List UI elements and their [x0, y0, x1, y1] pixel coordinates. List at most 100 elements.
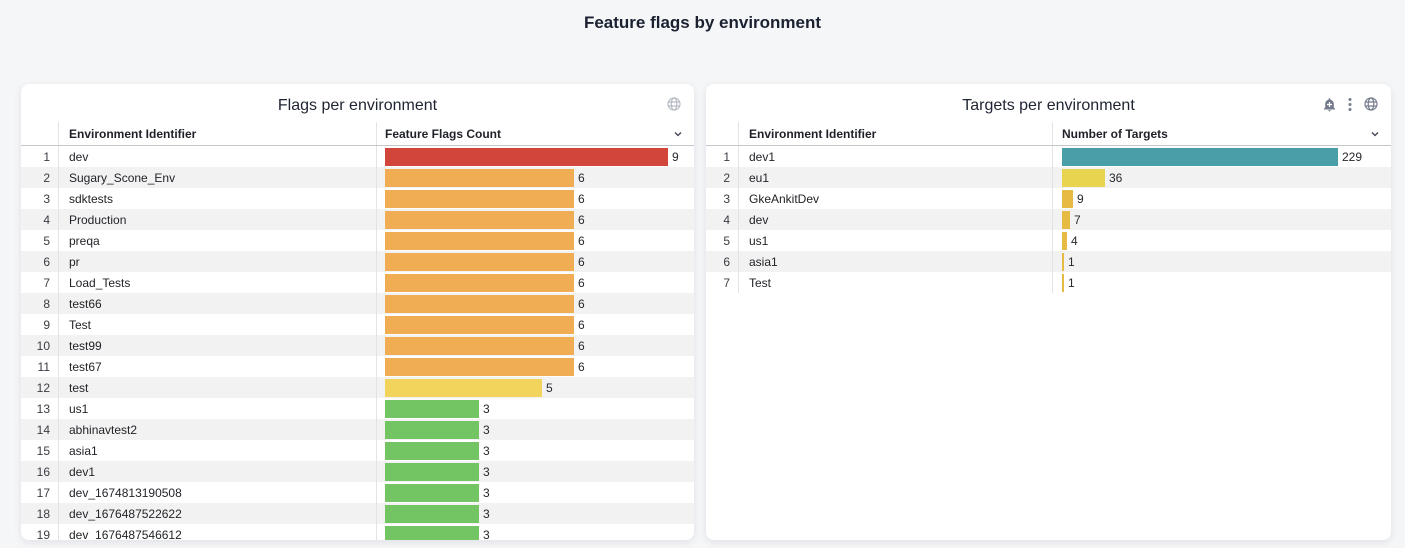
- table-row: 1 dev 9: [21, 146, 694, 167]
- environment-name: Test: [739, 272, 1053, 293]
- add-alert-icon[interactable]: [1322, 97, 1337, 112]
- column-header-environment-identifier[interactable]: Environment Identifier: [59, 122, 377, 145]
- value-bar: [1062, 147, 1338, 166]
- row-index: 10: [21, 335, 59, 356]
- column-header-feature-flags-count[interactable]: Feature Flags Count: [385, 126, 502, 141]
- table-row: 7 Load_Tests 6: [21, 272, 694, 293]
- environment-name: test66: [59, 293, 377, 314]
- value-label: 6: [578, 191, 585, 206]
- chevron-down-icon[interactable]: [672, 128, 684, 140]
- value-bar: [385, 273, 574, 292]
- value-label: 7: [1074, 212, 1081, 227]
- environment-name: dev1: [739, 146, 1053, 167]
- value-label: 3: [483, 464, 490, 479]
- kebab-menu-icon[interactable]: [1348, 97, 1352, 112]
- table-row: 6 pr 6: [21, 251, 694, 272]
- value-bar: [385, 210, 574, 229]
- row-index: 13: [21, 398, 59, 419]
- globe-icon[interactable]: [666, 96, 682, 112]
- table-row: 2 eu1 36: [706, 167, 1391, 188]
- table-row: 9 Test 6: [21, 314, 694, 335]
- environment-name: test99: [59, 335, 377, 356]
- row-index: 16: [21, 461, 59, 482]
- value-bar: [385, 252, 574, 271]
- table-row: 7 Test 1: [706, 272, 1391, 293]
- value-bar: [1062, 210, 1070, 229]
- column-header-environment-identifier[interactable]: Environment Identifier: [739, 122, 1053, 145]
- globe-icon[interactable]: [1363, 96, 1379, 112]
- value-bar: [385, 441, 479, 460]
- environment-name: dev_1674813190508: [59, 482, 377, 503]
- table-row: 2 Sugary_Scone_Env 6: [21, 167, 694, 188]
- value-label: 3: [483, 485, 490, 500]
- table-row: 13 us1 3: [21, 398, 694, 419]
- table-row: 19 dev_1676487546612 3: [21, 524, 694, 540]
- row-index: 12: [21, 377, 59, 398]
- table-row: 8 test66 6: [21, 293, 694, 314]
- value-label: 6: [578, 359, 585, 374]
- value-label: 36: [1109, 170, 1123, 185]
- row-index: 4: [706, 209, 739, 230]
- value-bar: [385, 420, 479, 439]
- row-number-column-header: [21, 122, 59, 145]
- value-bar: [1062, 168, 1105, 187]
- row-index: 2: [706, 167, 739, 188]
- value-label: 3: [483, 443, 490, 458]
- row-index: 9: [21, 314, 59, 335]
- environment-name: sdktests: [59, 188, 377, 209]
- panel-targets-per-environment: Targets per environment En: [706, 84, 1391, 540]
- table-row: 10 test99 6: [21, 335, 694, 356]
- table-row: 3 GkeAnkitDev 9: [706, 188, 1391, 209]
- value-label: 6: [578, 317, 585, 332]
- flags-table-body: 1 dev 9 2 Sugary_Scone_Env 6 3 sdktests …: [21, 146, 694, 540]
- row-index: 18: [21, 503, 59, 524]
- value-label: 5: [546, 380, 553, 395]
- table-row: 3 sdktests 6: [21, 188, 694, 209]
- table-row: 1 dev1 229: [706, 146, 1391, 167]
- row-index: 8: [21, 293, 59, 314]
- row-index: 3: [21, 188, 59, 209]
- value-bar: [385, 231, 574, 250]
- environment-name: pr: [59, 251, 377, 272]
- environment-name: us1: [59, 398, 377, 419]
- value-bar: [1062, 231, 1067, 250]
- row-index: 4: [21, 209, 59, 230]
- value-label: 6: [578, 296, 585, 311]
- row-index: 2: [21, 167, 59, 188]
- environment-name: asia1: [59, 440, 377, 461]
- chevron-down-icon[interactable]: [1369, 128, 1381, 140]
- value-bar: [1062, 252, 1064, 271]
- environment-name: Sugary_Scone_Env: [59, 167, 377, 188]
- value-bar: [385, 147, 668, 166]
- value-label: 6: [578, 254, 585, 269]
- value-bar: [385, 525, 479, 540]
- table-row: 14 abhinavtest2 3: [21, 419, 694, 440]
- value-bar: [385, 504, 479, 523]
- value-label: 6: [578, 233, 585, 248]
- value-label: 1: [1068, 275, 1075, 290]
- environment-name: test: [59, 377, 377, 398]
- value-label: 4: [1071, 233, 1078, 248]
- value-bar: [385, 315, 574, 334]
- value-label: 6: [578, 212, 585, 227]
- environment-name: dev1: [59, 461, 377, 482]
- row-index: 6: [706, 251, 739, 272]
- row-index: 7: [706, 272, 739, 293]
- value-label: 3: [483, 506, 490, 521]
- row-index: 3: [706, 188, 739, 209]
- panel-header: Flags per environment: [21, 84, 694, 122]
- value-bar: [385, 378, 542, 397]
- environment-name: us1: [739, 230, 1053, 251]
- value-bar: [1062, 189, 1073, 208]
- row-number-column-header: [706, 122, 739, 145]
- value-label: 3: [483, 422, 490, 437]
- targets-table: Environment Identifier Number of Targets…: [706, 122, 1391, 293]
- row-index: 6: [21, 251, 59, 272]
- value-bar: [385, 483, 479, 502]
- column-header-number-of-targets[interactable]: Number of Targets: [1062, 126, 1168, 141]
- table-row: 4 Production 6: [21, 209, 694, 230]
- value-bar: [385, 336, 574, 355]
- value-bar: [385, 189, 574, 208]
- environment-name: dev_1676487522622: [59, 503, 377, 524]
- row-index: 5: [21, 230, 59, 251]
